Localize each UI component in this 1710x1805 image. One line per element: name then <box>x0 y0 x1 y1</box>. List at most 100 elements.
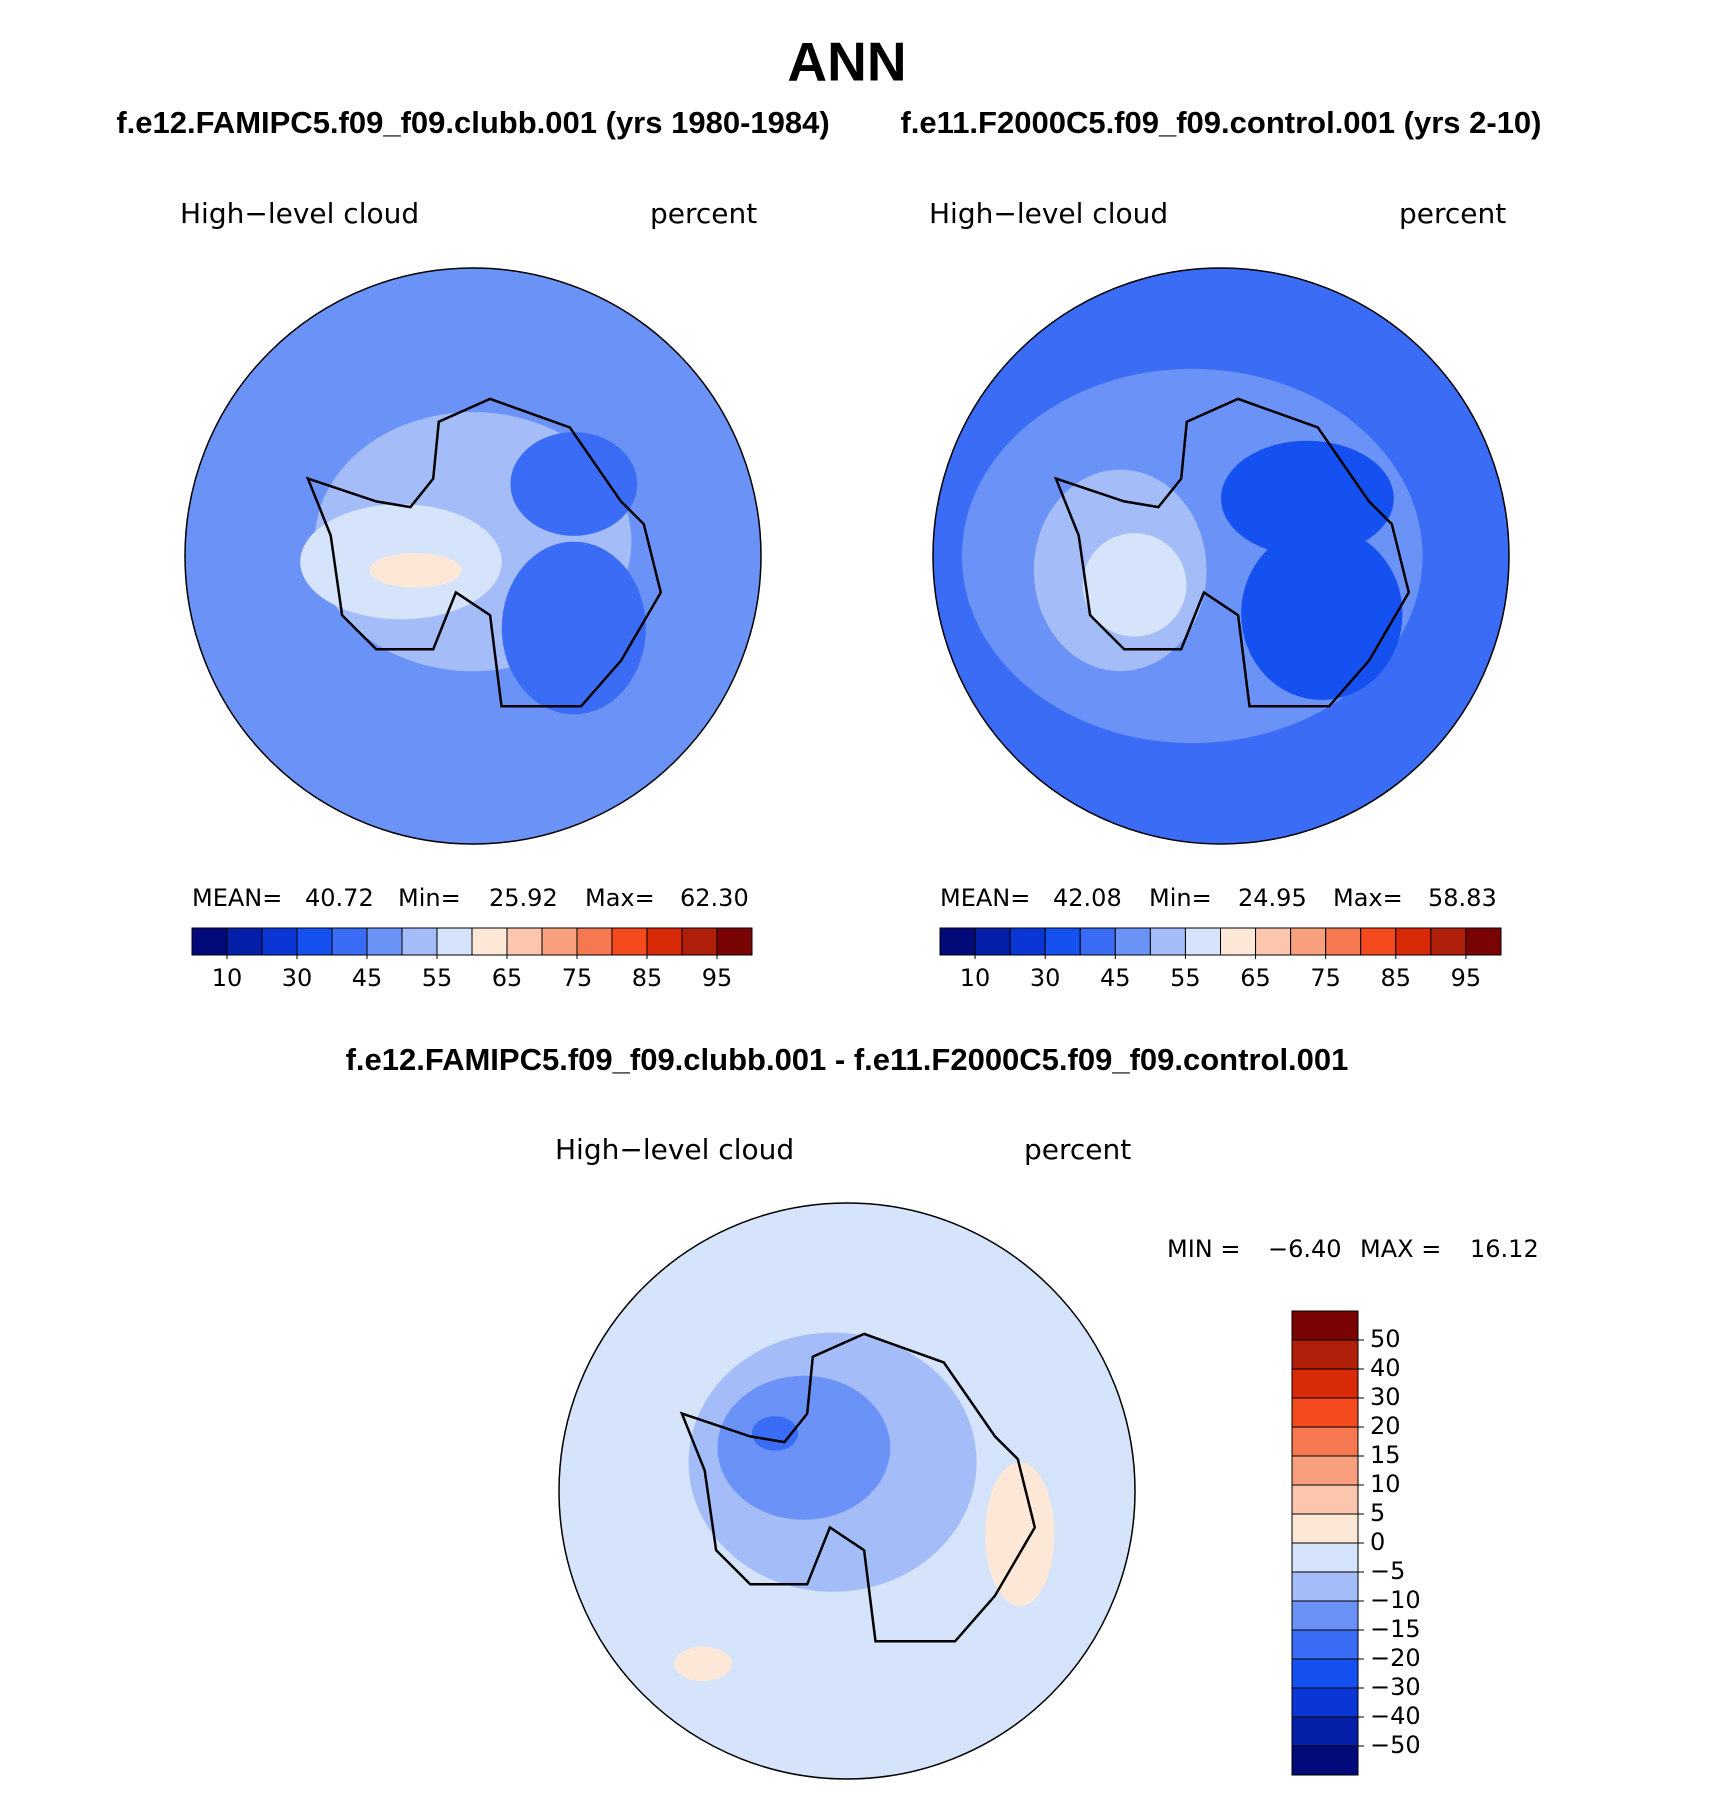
stat-name: Max= <box>585 884 655 912</box>
stat-name: Max= <box>1333 884 1403 912</box>
field-contour <box>674 1646 732 1682</box>
stat-name: MIN = <box>1167 1235 1240 1263</box>
map <box>184 267 762 845</box>
colorbar-swatch <box>1291 1687 1359 1718</box>
colorbar-swatch <box>1149 927 1186 956</box>
colorbar-label: 10 <box>960 964 991 992</box>
field-contour <box>501 541 646 715</box>
colorbar-label: −30 <box>1370 1673 1421 1701</box>
colorbar-label: 75 <box>1310 964 1341 992</box>
stat-name: Min= <box>1149 884 1212 912</box>
colorbar-swatch <box>1044 927 1081 956</box>
colorbar-swatch <box>1184 927 1221 956</box>
colorbar-swatch <box>1079 927 1116 956</box>
colorbar-label: −10 <box>1370 1586 1421 1614</box>
colorbar-label: 30 <box>282 964 313 992</box>
colorbar-label: −40 <box>1370 1702 1421 1730</box>
colorbar-swatch <box>1360 927 1397 956</box>
coastline <box>305 397 663 708</box>
colorbar-label: 65 <box>492 964 523 992</box>
colorbar-swatch <box>646 927 683 956</box>
colorbar-label: 30 <box>1030 964 1061 992</box>
colorbar-swatch <box>436 927 473 956</box>
colorbar-swatch <box>1009 927 1046 956</box>
colorbar-swatch <box>576 927 613 956</box>
map-border <box>558 1202 1136 1780</box>
variable-label: High−level cloud <box>555 1133 794 1166</box>
colorbar-label: 75 <box>562 964 593 992</box>
colorbar-swatch <box>506 927 543 956</box>
field-contour <box>985 1462 1055 1607</box>
colorbar-label: 95 <box>702 964 733 992</box>
colorbar-swatch <box>1291 1455 1359 1486</box>
colorbar-label: 50 <box>1370 1325 1401 1353</box>
colorbar-label: 45 <box>352 964 383 992</box>
colorbar-swatch <box>1291 1571 1359 1602</box>
stat-value: 62.30 <box>680 884 749 912</box>
stat-value: 58.83 <box>1428 884 1497 912</box>
colorbar-swatch <box>1325 927 1362 956</box>
colorbar-swatch <box>1291 1368 1359 1399</box>
colorbar-label: 95 <box>1451 964 1482 992</box>
map <box>932 267 1510 845</box>
colorbar-label: 15 <box>1370 1441 1401 1469</box>
colorbar-label: 0 <box>1370 1528 1385 1556</box>
field-contour <box>717 1375 891 1520</box>
colorbar-swatch <box>1291 1513 1359 1544</box>
colorbar-swatch <box>939 927 976 956</box>
colorbar-swatch <box>1430 927 1467 956</box>
units-label: percent <box>1399 197 1506 230</box>
map-fill <box>185 268 761 844</box>
colorbar-swatch <box>1255 927 1292 956</box>
colorbar-swatch <box>681 927 718 956</box>
field-contour <box>1082 532 1187 637</box>
units-label: percent <box>650 197 757 230</box>
colorbar-label: −15 <box>1370 1615 1421 1643</box>
colorbar-label: 85 <box>632 964 663 992</box>
colorbar-label: 55 <box>1170 964 1201 992</box>
colorbar-swatch <box>1291 1310 1359 1341</box>
colorbar-label: 40 <box>1370 1354 1401 1382</box>
colorbar-swatch <box>331 927 368 956</box>
panel-title: f.e12.FAMIPC5.f09_f09.clubb.001 - f.e11.… <box>346 1042 1349 1077</box>
colorbar-label: 20 <box>1370 1412 1401 1440</box>
colorbar-swatch <box>716 927 753 956</box>
colorbar-swatch <box>541 927 578 956</box>
colorbar-label: 65 <box>1240 964 1271 992</box>
colorbar-swatch <box>226 927 263 956</box>
map-fill <box>559 1203 1135 1779</box>
colorbar-swatch <box>191 927 228 956</box>
colorbar-swatch <box>366 927 403 956</box>
stat-value: −6.40 <box>1268 1235 1342 1263</box>
colorbar-label: 85 <box>1381 964 1412 992</box>
map-border <box>184 267 762 845</box>
colorbar-swatch <box>1395 927 1432 956</box>
colorbar-swatch <box>1291 1426 1359 1457</box>
field-contour <box>751 1416 799 1451</box>
stat-name: MEAN= <box>192 884 282 912</box>
colorbar-swatch <box>1291 1716 1359 1747</box>
colorbar-swatch <box>1291 1397 1359 1428</box>
field-contour <box>369 553 462 588</box>
field-contour <box>1221 440 1394 556</box>
colorbar-swatch <box>1291 1339 1359 1370</box>
field-contour <box>510 432 638 536</box>
stat-name: MEAN= <box>940 884 1030 912</box>
map <box>558 1202 1136 1780</box>
stat-value: 42.08 <box>1053 884 1122 912</box>
panel-title: f.e12.FAMIPC5.f09_f09.clubb.001 (yrs 198… <box>116 105 829 140</box>
colorbar-label: −20 <box>1370 1644 1421 1672</box>
colorbar-label: 5 <box>1370 1499 1385 1527</box>
colorbar-swatch <box>1291 1600 1359 1631</box>
variable-label: High−level cloud <box>180 197 419 230</box>
colorbar-swatch <box>1291 1629 1359 1660</box>
colorbar-label: 55 <box>422 964 453 992</box>
colorbar-label: −50 <box>1370 1731 1421 1759</box>
colorbar-swatch <box>401 927 438 956</box>
colorbar-swatch <box>1290 927 1327 956</box>
figure-title: ANN <box>787 31 906 93</box>
colorbar-swatch <box>1291 1542 1359 1573</box>
colorbar-label: 45 <box>1100 964 1131 992</box>
colorbar-swatch <box>261 927 298 956</box>
colorbar-swatch <box>1220 927 1257 956</box>
